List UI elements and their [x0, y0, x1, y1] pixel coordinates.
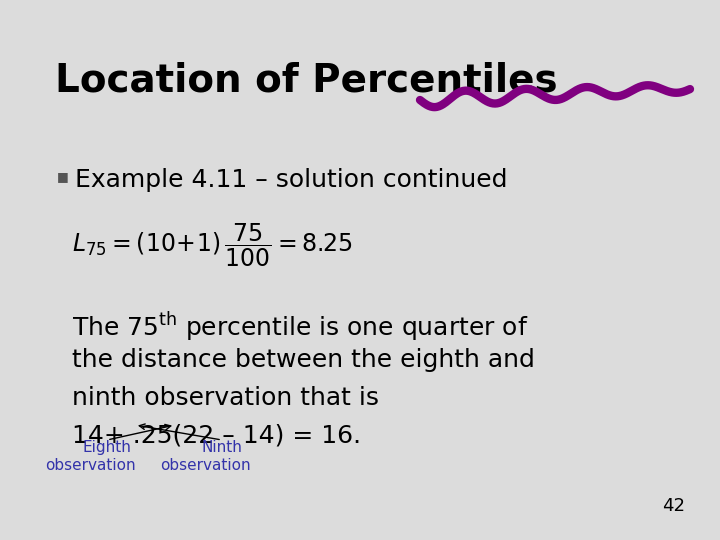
Text: the distance between the eighth and: the distance between the eighth and	[72, 348, 535, 372]
Text: Ninth: Ninth	[202, 440, 243, 455]
Text: The 75$^{\rm th}$ percentile is one quarter of: The 75$^{\rm th}$ percentile is one quar…	[72, 310, 528, 343]
Text: 42: 42	[662, 497, 685, 515]
Text: ■: ■	[57, 170, 68, 183]
Text: Example 4.11 – solution continued: Example 4.11 – solution continued	[75, 168, 508, 192]
Text: ninth observation that is: ninth observation that is	[72, 386, 379, 410]
Text: Location of Percentiles: Location of Percentiles	[55, 62, 557, 100]
Text: 14+ .25(22 – 14) = 16.: 14+ .25(22 – 14) = 16.	[72, 424, 361, 448]
Text: observation: observation	[45, 458, 135, 473]
Text: $L_{75} = (10\!+\!1)\,\dfrac{75}{100} = 8.25$: $L_{75} = (10\!+\!1)\,\dfrac{75}{100} = …	[72, 222, 353, 269]
Text: Eighth: Eighth	[83, 440, 132, 455]
Text: observation: observation	[160, 458, 251, 473]
